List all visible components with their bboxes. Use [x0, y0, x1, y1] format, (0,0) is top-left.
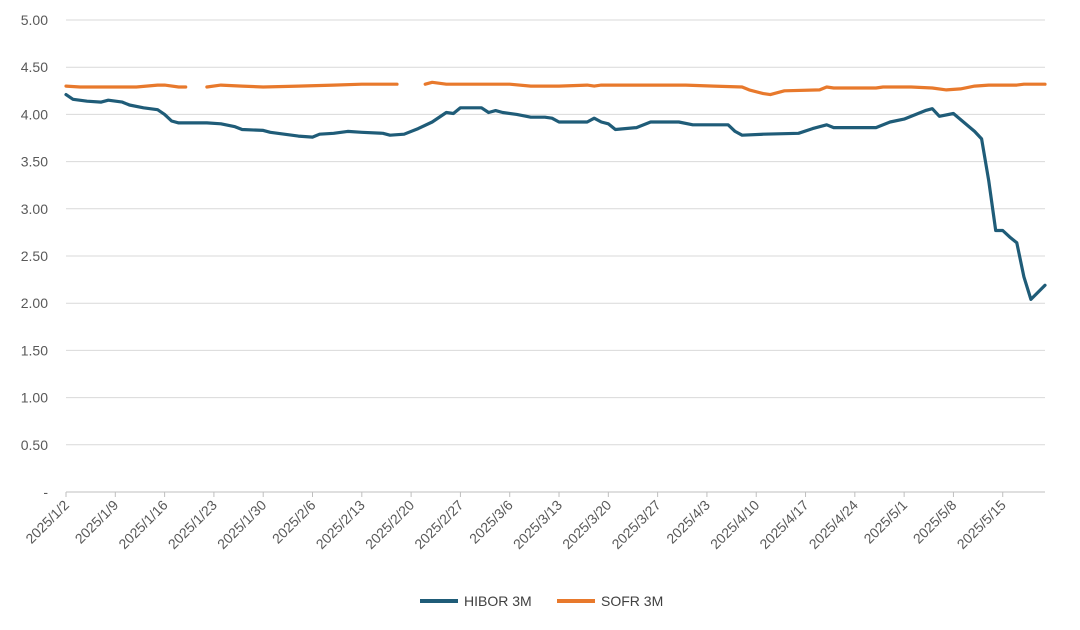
y-tick-label: - — [43, 484, 48, 500]
x-tick-label: 2025/1/2 — [22, 497, 72, 547]
x-tick-label: 2025/1/9 — [72, 497, 122, 547]
sofr-3m-line-segment-2 — [423, 80, 1047, 97]
y-tick-label: 3.50 — [21, 154, 48, 170]
x-tick-label: 2025/3/6 — [466, 497, 516, 547]
x-tick-label: 2025/2/6 — [269, 497, 319, 547]
x-tick-label: 2025/3/27 — [608, 497, 664, 553]
x-tick-label: 2025/5/8 — [910, 497, 960, 547]
legend-label-hibor: HIBOR 3M — [464, 593, 532, 609]
series-lines — [64, 80, 1047, 301]
x-tick-label: 2025/1/30 — [214, 497, 270, 553]
x-tick-label: 2025/1/16 — [115, 497, 171, 553]
x-tick-label: 2025/3/20 — [559, 497, 615, 553]
y-tick-label: 4.00 — [21, 106, 48, 122]
y-tick-label: 1.50 — [21, 342, 48, 358]
y-axis-ticks: - 0.50 1.00 1.50 2.00 2.50 3.00 3.50 4.00 4.50 5.0… — [21, 12, 49, 500]
x-tick-label: 2025/3/13 — [510, 497, 566, 553]
x-tick-label: 2025/2/27 — [411, 497, 467, 553]
y-tick-label: 1.00 — [21, 390, 48, 406]
gridlines — [66, 19, 1045, 493]
x-tick-label: 2025/4/24 — [806, 497, 862, 553]
y-tick-label: 4.50 — [21, 59, 48, 75]
x-tick-label: 2025/5/15 — [953, 497, 1009, 553]
hibor-3m-line-segment-0 — [64, 92, 1047, 301]
x-tick-label: 2025/2/20 — [362, 497, 418, 553]
y-tick-label: 5.00 — [21, 12, 48, 28]
y-tick-label: 2.00 — [21, 295, 48, 311]
x-axis: 2025/1/2 2025/1/92025/1/162025/1/232025/1… — [22, 492, 1009, 552]
legend-label-sofr: SOFR 3M — [601, 593, 663, 609]
x-tick-label: 2025/4/17 — [756, 497, 812, 553]
sofr-3m-line-segment-0 — [64, 83, 188, 89]
legend: HIBOR 3M SOFR 3M — [420, 593, 663, 609]
y-tick-label: 3.00 — [21, 201, 48, 217]
x-tick-label: 2025/2/13 — [313, 497, 369, 553]
x-tick-label: 2025/1/23 — [165, 497, 221, 553]
y-tick-label: 0.50 — [21, 437, 48, 453]
sofr-3m-line-segment-1 — [205, 82, 399, 89]
y-tick-label: 2.50 — [21, 248, 48, 264]
x-tick-label: 2025/4/10 — [707, 497, 763, 553]
x-tick-label: 2025/4/3 — [663, 497, 713, 547]
x-tick-label: 2025/5/1 — [860, 497, 910, 547]
